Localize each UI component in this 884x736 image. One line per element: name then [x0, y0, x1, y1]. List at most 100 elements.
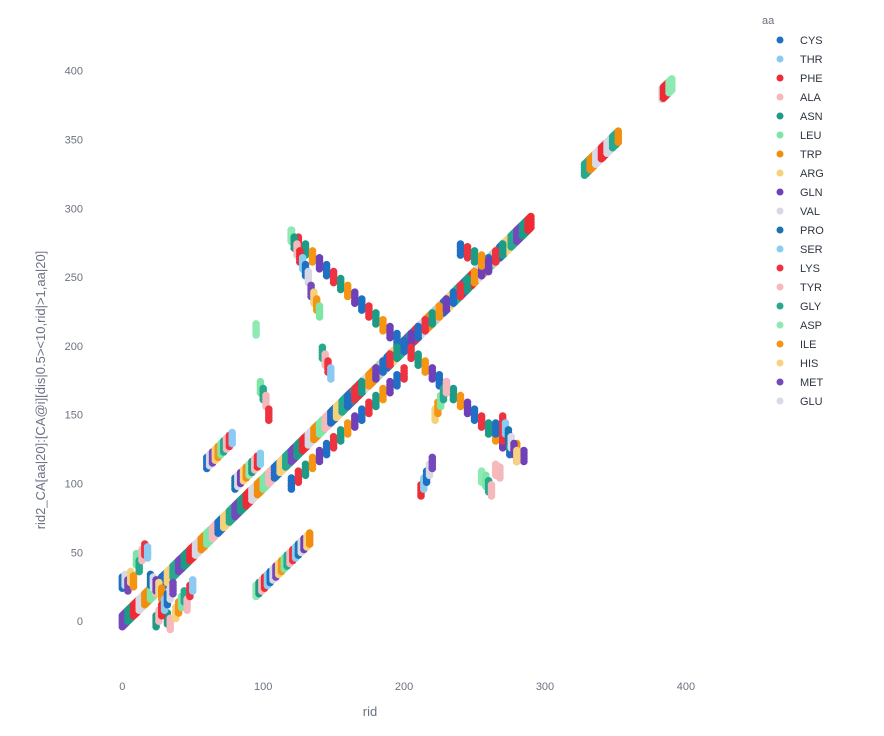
y-tick-label: 250	[65, 272, 83, 284]
data-point	[310, 288, 318, 297]
data-point	[407, 343, 415, 352]
legend-marker[interactable]	[776, 207, 784, 215]
data-point	[484, 419, 493, 427]
legend-label[interactable]: MET	[800, 377, 824, 389]
legend-label[interactable]: CYS	[800, 35, 823, 47]
data-point	[386, 350, 394, 359]
data-point	[351, 412, 359, 420]
legend-label[interactable]: ILE	[800, 339, 817, 351]
data-point	[435, 302, 444, 310]
legend-marker[interactable]	[776, 397, 784, 405]
legend-marker[interactable]	[776, 245, 784, 253]
data-point	[327, 364, 335, 372]
data-point	[308, 453, 317, 462]
x-tick-label: 100	[254, 681, 272, 693]
data-point	[487, 481, 496, 489]
data-point	[315, 253, 324, 262]
data-point	[343, 281, 352, 290]
data-point	[259, 384, 268, 393]
legend-marker[interactable]	[776, 188, 784, 196]
data-point	[372, 309, 380, 317]
legend-marker[interactable]	[776, 302, 784, 310]
data-point	[527, 212, 535, 221]
data-point	[262, 391, 270, 400]
legend-marker[interactable]	[776, 283, 784, 291]
legend-marker[interactable]	[776, 74, 784, 82]
legend-label[interactable]: PRO	[800, 225, 824, 237]
data-point	[491, 247, 500, 255]
y-tick-label: 0	[77, 616, 83, 628]
legend-label[interactable]: TYR	[800, 282, 822, 294]
x-axis-title: rid	[363, 704, 377, 719]
data-point	[668, 75, 676, 83]
data-point	[379, 384, 387, 393]
legend-marker[interactable]	[776, 226, 784, 234]
data-point	[456, 281, 465, 290]
legend-label[interactable]: HIS	[800, 358, 818, 370]
y-tick-label: 300	[65, 203, 83, 215]
data-point	[435, 371, 444, 379]
legend-label[interactable]: GLY	[800, 301, 822, 313]
y-tick-label: 100	[65, 479, 83, 491]
legend-marker[interactable]	[776, 36, 784, 44]
data-point	[143, 543, 152, 551]
legend-label[interactable]: ASN	[800, 111, 823, 123]
data-point	[428, 309, 437, 317]
data-point	[496, 463, 504, 471]
legend-marker[interactable]	[776, 321, 784, 329]
legend-label[interactable]: VAL	[800, 206, 820, 218]
data-point	[324, 357, 332, 365]
data-point	[351, 384, 359, 393]
data-point	[501, 419, 510, 427]
data-point	[336, 426, 345, 434]
legend-marker[interactable]	[776, 378, 784, 386]
data-point	[301, 240, 310, 248]
data-point	[256, 377, 265, 386]
data-point	[358, 405, 366, 414]
data-point	[296, 247, 304, 255]
legend-label[interactable]: PHE	[800, 73, 823, 85]
data-point	[520, 446, 528, 455]
data-point	[491, 419, 500, 427]
data-point	[386, 322, 394, 331]
data-point	[305, 529, 314, 537]
y-tick-label: 50	[71, 547, 83, 559]
legend-label[interactable]: ASP	[800, 320, 822, 332]
data-point	[343, 419, 352, 427]
legend-label[interactable]: GLU	[800, 396, 823, 408]
data-point	[228, 428, 236, 437]
data-point	[484, 256, 493, 265]
legend-label[interactable]: LEU	[800, 130, 821, 142]
legend-label[interactable]: LYS	[800, 263, 820, 275]
legend-marker[interactable]	[776, 359, 784, 367]
data-point	[379, 357, 387, 365]
data-point	[400, 336, 408, 345]
data-point	[393, 343, 401, 352]
legend-marker[interactable]	[776, 340, 784, 348]
x-tick-label: 0	[119, 681, 125, 693]
legend-marker[interactable]	[776, 112, 784, 120]
legend-label[interactable]: SER	[800, 244, 823, 256]
legend-marker[interactable]	[776, 169, 784, 177]
data-point	[322, 260, 331, 269]
legend-label[interactable]: ARG	[800, 168, 824, 180]
data-point	[358, 295, 366, 303]
data-point	[358, 377, 366, 386]
legend-marker[interactable]	[776, 93, 784, 101]
data-point	[308, 247, 317, 255]
legend-marker[interactable]	[776, 264, 784, 272]
legend-marker[interactable]	[776, 131, 784, 139]
legend-marker[interactable]	[776, 150, 784, 158]
data-point	[157, 584, 166, 592]
y-tick-label: 200	[65, 341, 83, 353]
data-point	[365, 398, 373, 407]
data-point	[498, 240, 507, 248]
data-point	[393, 371, 401, 379]
legend-label[interactable]: GLN	[800, 187, 823, 199]
legend-label[interactable]: THR	[800, 54, 823, 66]
legend-label[interactable]: TRP	[800, 149, 822, 161]
data-point	[256, 449, 265, 458]
legend-label[interactable]: ALA	[800, 92, 821, 104]
legend-marker[interactable]	[776, 55, 784, 63]
